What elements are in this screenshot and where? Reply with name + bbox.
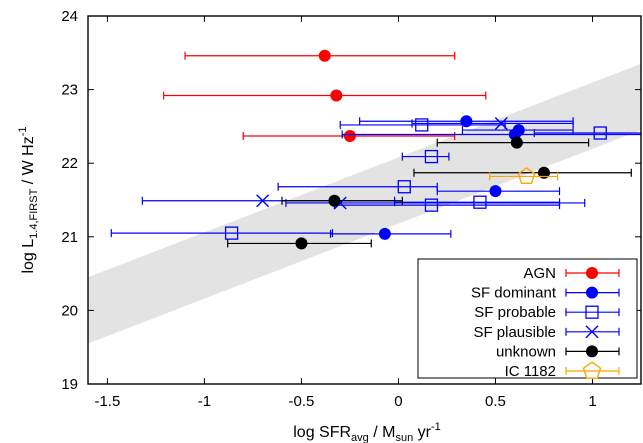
- legend-item: IC 1182: [505, 361, 620, 380]
- legend-item: SF dominant: [471, 285, 620, 302]
- y-tick-label: 20: [61, 302, 78, 319]
- data-point: [586, 286, 598, 299]
- data-point: [537, 166, 550, 179]
- y-tick-label: 22: [61, 155, 78, 172]
- data-point: [224, 226, 239, 240]
- data-point: [424, 198, 439, 212]
- error-bar: [413, 168, 632, 177]
- x-tick-label: -1.5: [94, 393, 120, 410]
- series-ic-1182: [489, 167, 559, 185]
- data-point: [517, 167, 536, 185]
- legend-label: SF dominant: [471, 285, 557, 302]
- data-point: [585, 325, 599, 339]
- x-tick-label: 1: [588, 393, 596, 410]
- x-tick-label: 0: [394, 393, 402, 410]
- error-bar: [565, 308, 620, 317]
- data-point: [330, 89, 343, 102]
- series-unknown: [227, 136, 632, 250]
- data-point: [586, 267, 598, 279]
- legend-item: SF probable: [474, 304, 620, 321]
- y-tick-labels: 19 20 21 22 23 24: [61, 8, 78, 393]
- x-tick-label: -1: [198, 393, 211, 410]
- y-axis-title: log L1.4,FIRST / W Hz-1: [17, 126, 40, 273]
- x-tick-label: 0.5: [485, 393, 506, 410]
- error-bar: [565, 367, 620, 375]
- error-bar: [341, 130, 641, 139]
- shaded-band: [88, 63, 641, 344]
- shaded-band-layer: [88, 63, 641, 344]
- data-point: [586, 345, 598, 358]
- legend-label: AGN: [523, 265, 556, 282]
- data-point: [494, 116, 508, 130]
- data-point: [256, 194, 270, 208]
- data-point: [343, 129, 356, 142]
- legend-item: AGN: [523, 265, 620, 282]
- y-tick-label: 23: [61, 82, 78, 99]
- data-point: [318, 49, 331, 62]
- legend-label: IC 1182: [505, 363, 556, 380]
- error-bar: [489, 172, 559, 181]
- legend-item: unknown: [496, 343, 620, 360]
- legend-label: unknown: [496, 343, 556, 360]
- legend-label: SF probable: [474, 304, 556, 321]
- series-sf-probable: [110, 118, 641, 240]
- error-bar: [411, 119, 574, 128]
- data-point: [378, 227, 391, 240]
- data-point: [397, 180, 411, 194]
- y-tick-label: 24: [61, 8, 78, 25]
- legend-label: SF plausible: [473, 324, 556, 341]
- data-point: [415, 118, 429, 132]
- error-bar: [163, 91, 487, 100]
- legend-item: SF plausible: [473, 324, 620, 341]
- data-point: [510, 136, 523, 149]
- legend-box: [417, 258, 638, 379]
- x-tick-label: -0.5: [289, 393, 315, 410]
- y-tick-label: 19: [61, 376, 78, 393]
- legend-entries: AGN SF dominant SF probable SF plausible unk…: [471, 265, 620, 380]
- data-point: [295, 237, 308, 250]
- data-point: [582, 361, 602, 379]
- error-bar: [110, 229, 334, 238]
- error-bar: [281, 196, 403, 205]
- data-point: [424, 149, 439, 164]
- data-point: [489, 185, 502, 198]
- x-tick-labels: -1.5 -1 -0.5 0 0.5 1: [94, 393, 596, 410]
- plot-frame: [87, 15, 642, 385]
- data-point: [593, 126, 607, 140]
- x-axis-title: log SFRavg / Msun yr-1: [293, 421, 441, 443]
- data-point: [585, 305, 599, 319]
- data-series-layer: [110, 49, 641, 250]
- error-bar: [533, 129, 641, 138]
- data-point: [328, 194, 341, 207]
- legend: AGN SF dominant SF probable SF plausible unk…: [417, 258, 638, 380]
- y-tick-label: 21: [61, 229, 78, 246]
- series-agn: [163, 49, 487, 142]
- data-point: [473, 195, 487, 209]
